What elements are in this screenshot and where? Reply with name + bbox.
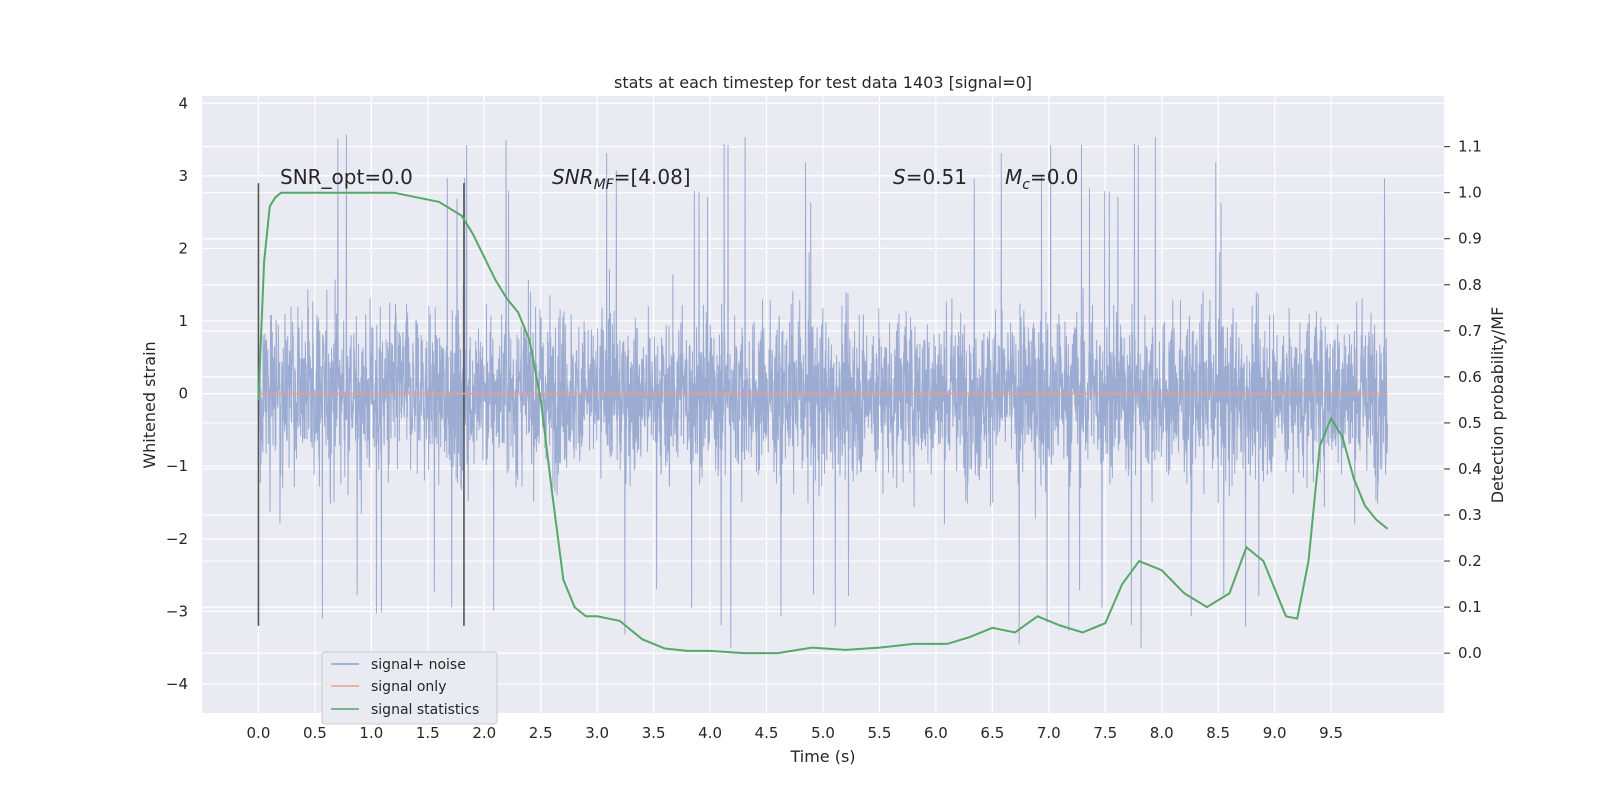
annotation-snr-mf-sub: MF xyxy=(594,177,615,193)
annotation-mc-value: =0.0 xyxy=(1030,165,1079,189)
vertical-markers xyxy=(257,183,465,626)
x-tick-label: 7.0 xyxy=(1037,724,1061,742)
signal-noise-series xyxy=(257,134,1389,648)
y2-tick-label: 0.3 xyxy=(1458,506,1482,524)
x-tick-label: 3.0 xyxy=(585,724,609,742)
y2-tick-label: 0.0 xyxy=(1458,644,1482,662)
y2-tick-label: 1.1 xyxy=(1458,138,1482,156)
x-tick-label: 3.5 xyxy=(642,724,666,742)
y2-tick-label: 0.4 xyxy=(1458,460,1482,478)
signal-noise-line xyxy=(257,134,1389,648)
chart-title: stats at each timestep for test data 140… xyxy=(614,73,1032,92)
annotation-snr-mf-value: =[4.08] xyxy=(614,165,691,189)
y2-tick-labels: 0.0 0.1 0.2 0.3 0.4 0.5 0.6 0.7 0.8 0.9 1.0 1.1 xyxy=(1444,138,1482,662)
y2-tick-label: 1.0 xyxy=(1458,184,1482,202)
y-axis-label: Whitened strain xyxy=(140,341,159,468)
x-tick-label: 5.5 xyxy=(868,724,892,742)
annotation-s: S=0.51 xyxy=(893,165,967,189)
y2-tick-label: 0.7 xyxy=(1458,322,1482,340)
x-tick-label: 6.5 xyxy=(980,724,1004,742)
annotation-snr-mf-name: SNR xyxy=(552,165,594,189)
legend: signal+ noise signal only signal statist… xyxy=(321,651,498,725)
y-tick-label: 1 xyxy=(178,312,188,330)
y-tick-label: 3 xyxy=(178,167,188,185)
y-tick-label: 0 xyxy=(178,385,188,403)
x-tick-label: 1.0 xyxy=(359,724,383,742)
y2-tick-label: 0.8 xyxy=(1458,276,1482,294)
legend-label-signal-statistics: signal statistics xyxy=(371,702,479,718)
y2-tick-label: 0.2 xyxy=(1458,552,1482,570)
x-tick-label: 8.5 xyxy=(1206,724,1230,742)
annotation-snr-mf: SNRMF=[4.08] xyxy=(552,165,691,193)
legend-label-signal-only: signal only xyxy=(371,679,446,695)
x-tick-label: 0.0 xyxy=(247,724,271,742)
x-tick-label: 8.0 xyxy=(1150,724,1174,742)
signal-statistics-series xyxy=(257,191,1389,655)
x-tick-label: 4.5 xyxy=(755,724,779,742)
y2-axis-label: Detection probability/MF xyxy=(1488,307,1507,504)
x-tick-labels: 0.0 0.5 1.0 1.5 2.0 2.5 3.0 3.5 4.0 4.5 5.0 5.5 6.0 6… xyxy=(247,724,1343,742)
x-tick-label: 6.0 xyxy=(924,724,948,742)
x-tick-label: 9.5 xyxy=(1319,724,1343,742)
x-tick-label: 2.5 xyxy=(529,724,553,742)
annotation-mc-name: M xyxy=(1005,165,1022,189)
y2-tick-label: 0.5 xyxy=(1458,414,1482,432)
annotation-s-name: S xyxy=(893,165,906,189)
y-tick-label: −3 xyxy=(166,602,188,620)
annotation-s-value: =0.51 xyxy=(906,165,967,189)
x-tick-label: 4.0 xyxy=(698,724,722,742)
x-tick-label: 2.0 xyxy=(472,724,496,742)
legend-box xyxy=(321,651,498,725)
annotation-mc: Mc=0.0 xyxy=(1005,165,1079,193)
x-tick-label: 1.5 xyxy=(416,724,440,742)
y-tick-labels: −4 −3 −2 −1 0 1 2 3 4 xyxy=(166,94,188,693)
annotation-mc-sub: c xyxy=(1022,177,1030,193)
y-tick-label: −2 xyxy=(166,530,188,548)
x-tick-label: 9.0 xyxy=(1263,724,1287,742)
annotation-snr-opt: SNR_opt=0.0 xyxy=(280,165,413,189)
y-tick-label: 4 xyxy=(178,94,188,112)
signal-statistics-line xyxy=(257,191,1389,655)
y2-tick-label: 0.1 xyxy=(1458,598,1482,616)
x-tick-label: 0.5 xyxy=(303,724,327,742)
x-tick-label: 5.0 xyxy=(811,724,835,742)
x-axis-label: Time (s) xyxy=(789,747,855,766)
y2-tick-label: 0.9 xyxy=(1458,230,1482,248)
x-tick-label: 7.5 xyxy=(1093,724,1117,742)
y-tick-label: 2 xyxy=(178,239,188,257)
legend-label-signal-noise: signal+ noise xyxy=(371,657,466,673)
y-tick-label: −1 xyxy=(166,457,188,475)
y2-tick-label: 0.6 xyxy=(1458,368,1482,386)
y-tick-label: −4 xyxy=(166,675,188,693)
